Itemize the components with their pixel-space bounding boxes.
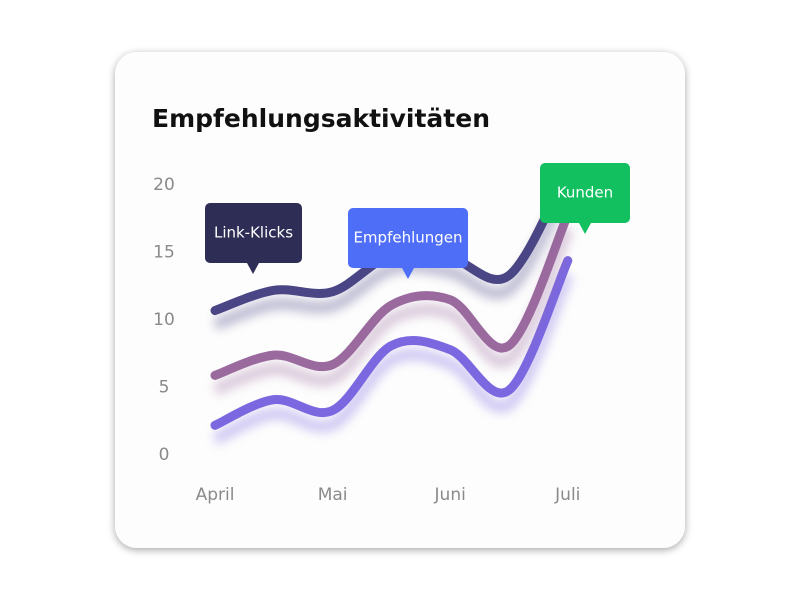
callout-tip: [247, 263, 259, 274]
callout-box: [348, 208, 468, 268]
legend-label: Kunden: [557, 184, 613, 202]
y-tick-label: 10: [153, 310, 175, 330]
chart-title: Empfehlungsaktivitäten: [152, 104, 490, 133]
legend-callout: Kunden: [540, 163, 630, 234]
x-tick-label: Juli: [554, 485, 580, 505]
x-tick-label: Mai: [318, 485, 348, 505]
y-tick-label: 5: [159, 378, 170, 398]
series-line: [210, 210, 573, 380]
y-tick-label: 0: [159, 445, 170, 465]
y-tick-label: 20: [153, 175, 175, 195]
series-line: [210, 256, 573, 430]
line-glow: [212, 272, 574, 445]
legend-label: Link-Klicks: [214, 224, 293, 242]
callout-tip: [579, 223, 591, 234]
legend-callout: Empfehlungen: [348, 208, 468, 279]
legend-callout: Link-Klicks: [205, 203, 302, 274]
callout-box: [205, 203, 302, 263]
legend-label: Empfehlungen: [353, 229, 462, 247]
callout-tip: [402, 268, 414, 279]
x-tick-label: April: [196, 485, 235, 505]
line-glow: [212, 226, 574, 396]
x-tick-label: Juni: [434, 485, 466, 505]
y-tick-label: 15: [153, 243, 175, 263]
callout-box: [540, 163, 630, 223]
